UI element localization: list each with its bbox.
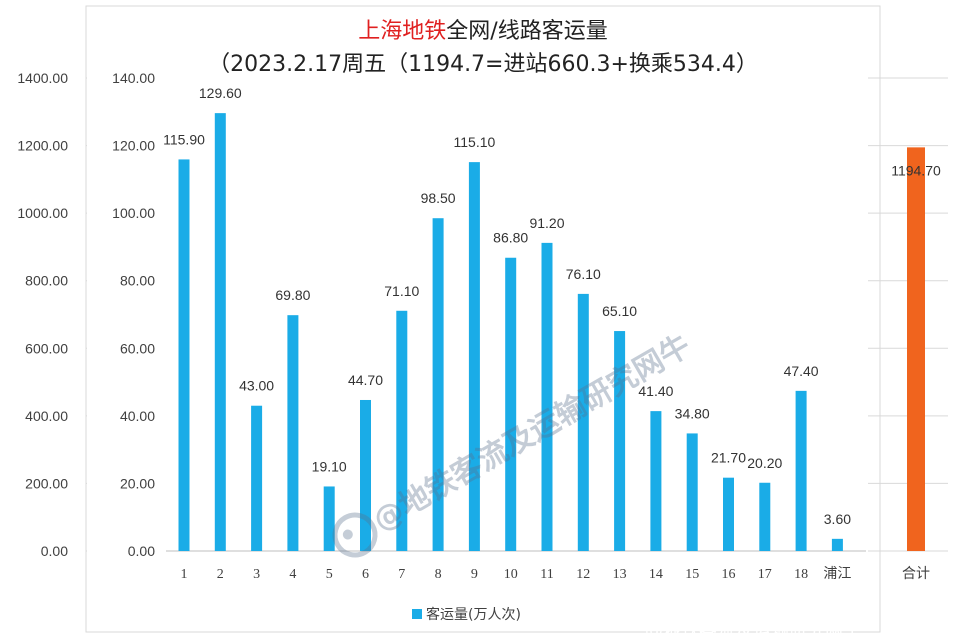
line-bar bbox=[759, 482, 771, 551]
chart-title-highlight: 上海地铁 bbox=[358, 19, 446, 44]
total-tick-label: 600.00 bbox=[25, 340, 68, 356]
line-category-label: 浦江 bbox=[823, 566, 851, 582]
line-bar bbox=[214, 113, 226, 551]
line-bar bbox=[541, 242, 553, 552]
total-tick-label: 400.00 bbox=[25, 408, 68, 424]
line-bar bbox=[505, 257, 517, 551]
line-category-label: 7 bbox=[398, 567, 405, 582]
credit-weibo: @地铁客流及运输研究网牛 bbox=[645, 620, 861, 641]
line-bar bbox=[251, 405, 263, 551]
chart-title-rest: 全网/线路客运量 bbox=[446, 19, 607, 44]
total-bars: 1194.70 合计 bbox=[891, 147, 941, 582]
line-category-label: 1 bbox=[181, 567, 188, 582]
line-category-label: 2 bbox=[217, 567, 224, 582]
line-tick-label: 140.00 bbox=[112, 70, 155, 86]
line-tick-label: 120.00 bbox=[112, 138, 155, 154]
line-category-label: 4 bbox=[289, 567, 296, 582]
line-tick-label: 40.00 bbox=[120, 408, 155, 424]
line-category-label: 14 bbox=[649, 567, 663, 582]
chart-subtitle: （2023.2.17周五（1194.7=进站660.3+换乘534.4） bbox=[208, 52, 758, 77]
credit-zhihu: 知乎 @子安 bbox=[783, 596, 879, 617]
line-data-label: 3.60 bbox=[824, 511, 851, 527]
total-tick-label: 800.00 bbox=[25, 273, 68, 289]
line-tick-label: 80.00 bbox=[120, 273, 155, 289]
line-bars bbox=[178, 113, 843, 552]
line-category-label: 10 bbox=[504, 567, 518, 582]
legend: 客运量(万人次) bbox=[412, 606, 521, 623]
total-tick-label: 0.00 bbox=[41, 543, 68, 559]
legend-swatch bbox=[412, 609, 422, 619]
line-category-labels: 1 2 3 4 5 6 7 8 9 10 11 12 13 14 15 16 17 18 浦江 bbox=[181, 566, 852, 582]
line-category-label: 16 bbox=[722, 567, 736, 582]
line-bar bbox=[360, 399, 371, 551]
line-category-label: 12 bbox=[576, 567, 590, 582]
line-category-label: 18 bbox=[794, 567, 808, 582]
line-data-label: 129.60 bbox=[199, 85, 242, 101]
total-bar bbox=[907, 147, 925, 552]
line-bar bbox=[831, 538, 843, 551]
total-tick-label: 1400.00 bbox=[17, 70, 68, 86]
total-tick-label: 200.00 bbox=[25, 475, 68, 491]
chart-title: 上海地铁全网/线路客运量 bbox=[358, 19, 607, 44]
line-bar bbox=[723, 477, 734, 551]
line-bar bbox=[323, 486, 335, 551]
line-data-labels: 115.90 129.60 43.00 69.80 19.10 44.70 71.10 98.… bbox=[163, 85, 851, 527]
line-bar bbox=[178, 159, 190, 551]
line-data-label: 34.80 bbox=[675, 405, 710, 421]
line-data-label: 86.80 bbox=[493, 230, 528, 246]
line-tick-label: 20.00 bbox=[120, 475, 155, 491]
line-data-label: 69.80 bbox=[275, 287, 310, 303]
line-data-label: 91.20 bbox=[529, 215, 564, 231]
line-category-label: 6 bbox=[362, 567, 369, 582]
line-data-label: 65.10 bbox=[602, 303, 637, 319]
line-data-label: 71.10 bbox=[384, 283, 419, 299]
line-data-label: 43.00 bbox=[239, 378, 274, 394]
legend-label: 客运量(万人次) bbox=[426, 606, 521, 623]
line-data-label: 115.10 bbox=[454, 134, 496, 150]
line-bar bbox=[287, 315, 299, 551]
line-tick-label: 100.00 bbox=[112, 205, 155, 221]
line-category-label: 9 bbox=[471, 567, 478, 582]
line-bar bbox=[614, 331, 626, 551]
total-data-label: 1194.70 bbox=[891, 162, 941, 178]
line-category-label: 15 bbox=[685, 567, 699, 582]
line-data-label: 21.70 bbox=[711, 450, 746, 466]
line-bar bbox=[432, 218, 444, 552]
line-category-label: 17 bbox=[758, 567, 772, 582]
line-data-label: 47.40 bbox=[784, 363, 819, 379]
line-data-label: 76.10 bbox=[566, 266, 601, 282]
line-data-label: 115.90 bbox=[163, 131, 205, 147]
line-bar bbox=[577, 293, 589, 551]
line-tick-label: 60.00 bbox=[120, 340, 155, 356]
line-bar bbox=[650, 411, 662, 551]
total-tick-label: 1200.00 bbox=[17, 138, 68, 154]
line-category-label: 13 bbox=[613, 567, 627, 582]
line-category-label: 5 bbox=[326, 567, 333, 582]
line-bar bbox=[468, 162, 480, 551]
line-data-label: 44.70 bbox=[348, 372, 383, 388]
line-data-label: 19.10 bbox=[312, 458, 347, 474]
line-category-label: 11 bbox=[540, 567, 553, 582]
total-axis: 0.00 200.00 400.00 600.00 800.00 1000.00 1200.… bbox=[17, 70, 948, 631]
total-category-label: 合计 bbox=[902, 566, 930, 582]
line-category-label: 3 bbox=[253, 567, 260, 582]
line-tick-label: 0.00 bbox=[128, 543, 155, 559]
line-bar bbox=[795, 390, 807, 551]
line-data-label: 98.50 bbox=[421, 190, 456, 206]
footer-credits: 知乎 @子安 @地铁客流及运输研究网牛 bbox=[645, 596, 879, 641]
line-category-label: 8 bbox=[435, 567, 442, 582]
line-bar bbox=[686, 433, 698, 551]
line-data-label: 20.20 bbox=[747, 455, 782, 471]
total-tick-label: 1000.00 bbox=[17, 205, 68, 221]
line-bar bbox=[396, 310, 408, 551]
line-data-label: 41.40 bbox=[638, 383, 673, 399]
